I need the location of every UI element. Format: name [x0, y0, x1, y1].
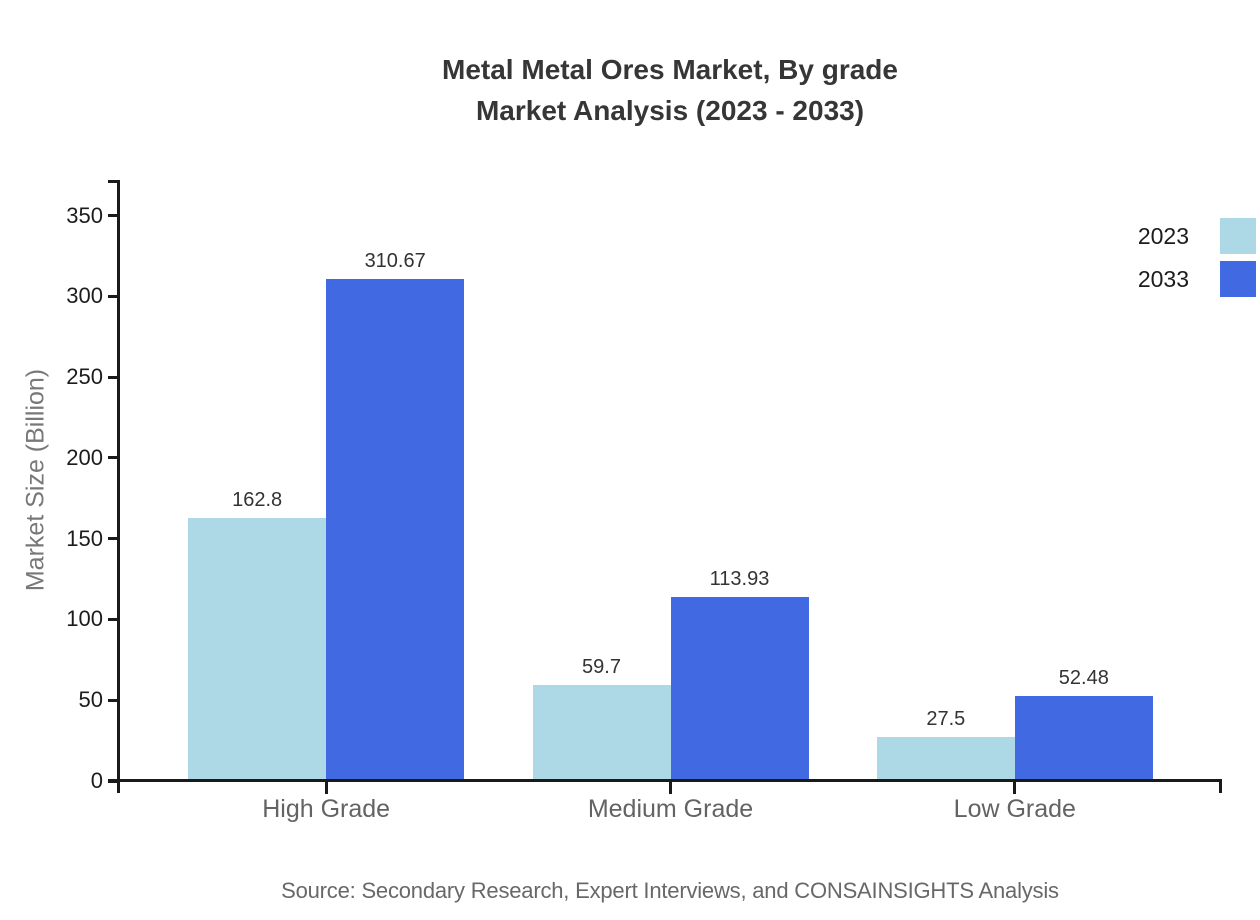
- chart-title-line-1: Metal Metal Ores Market, By grade: [442, 54, 898, 85]
- y-tick-100: [108, 617, 119, 621]
- legend-label-2033: 2033: [1137, 265, 1189, 292]
- category-label-low-grade: Low Grade: [953, 795, 1076, 823]
- legend-swatch-2023: [1220, 218, 1256, 254]
- y-tick-350: [108, 214, 119, 218]
- y-axis-top-cap: [108, 180, 119, 183]
- value-label-2023-medium-grade: 59.7: [582, 655, 621, 678]
- y-tick-label-200: 200: [66, 444, 103, 470]
- y-tick-50: [108, 698, 119, 702]
- plot-area: 0 50 100 150 200 250 300 350 High Grade 162.8 310.…: [66, 180, 1222, 823]
- legend-item-2033: 2033: [1138, 261, 1256, 297]
- y-tick-label-100: 100: [66, 606, 103, 632]
- value-label-2023-low-grade: 27.5: [926, 707, 966, 730]
- bar-2023-high-grade: [188, 517, 327, 781]
- bar-2023-medium-grade: [532, 684, 671, 781]
- legend-swatch-2033: [1220, 261, 1256, 297]
- category-label-medium-grade: Medium Grade: [587, 795, 754, 823]
- y-tick-200: [108, 456, 119, 460]
- bar-2023-low-grade: [876, 736, 1015, 781]
- category-label-high-grade: High Grade: [262, 795, 391, 823]
- bar-2033-medium-grade: [670, 596, 809, 781]
- chart-title-line-2: Market Analysis (2023 - 2033): [475, 95, 865, 126]
- y-tick-300: [108, 294, 119, 298]
- y-tick-label-150: 150: [66, 525, 103, 551]
- x-tick-low-grade: [1013, 781, 1017, 794]
- x-tick-medium-grade: [669, 781, 672, 794]
- y-axis-title: Market Size (Billion): [21, 368, 50, 592]
- x-axis-line: [108, 779, 1222, 782]
- chart-title: Metal Metal Ores Market, By grade Market…: [80, 49, 1260, 131]
- legend-label-2023: 2023: [1137, 222, 1189, 249]
- y-axis-line: [117, 180, 120, 793]
- y-tick-label-350: 350: [66, 202, 103, 228]
- bar-2033-low-grade: [1014, 696, 1153, 781]
- value-label-2033-high-grade: 310.67: [364, 250, 426, 273]
- bar-2033-high-grade: [326, 279, 465, 781]
- y-tick-label-0: 0: [90, 768, 103, 793]
- value-label-2033-low-grade: 52.48: [1058, 667, 1109, 690]
- y-tick-label-50: 50: [78, 687, 103, 713]
- y-tick-150: [108, 537, 119, 541]
- y-tick-0: [108, 779, 119, 783]
- x-axis-end-tick: [1219, 781, 1222, 793]
- y-tick-250: [108, 375, 119, 379]
- value-label-2023-high-grade: 162.8: [232, 488, 283, 511]
- y-tick-label-300: 300: [66, 283, 103, 309]
- y-tick-label-250: 250: [66, 364, 103, 390]
- value-label-2033-medium-grade: 113.93: [709, 567, 770, 590]
- legend-item-2023: 2023: [1138, 218, 1256, 254]
- legend: 2023 2033: [1138, 218, 1256, 304]
- source-note: Source: Secondary Research, Expert Inter…: [281, 878, 1059, 903]
- x-tick-high-grade: [324, 781, 328, 794]
